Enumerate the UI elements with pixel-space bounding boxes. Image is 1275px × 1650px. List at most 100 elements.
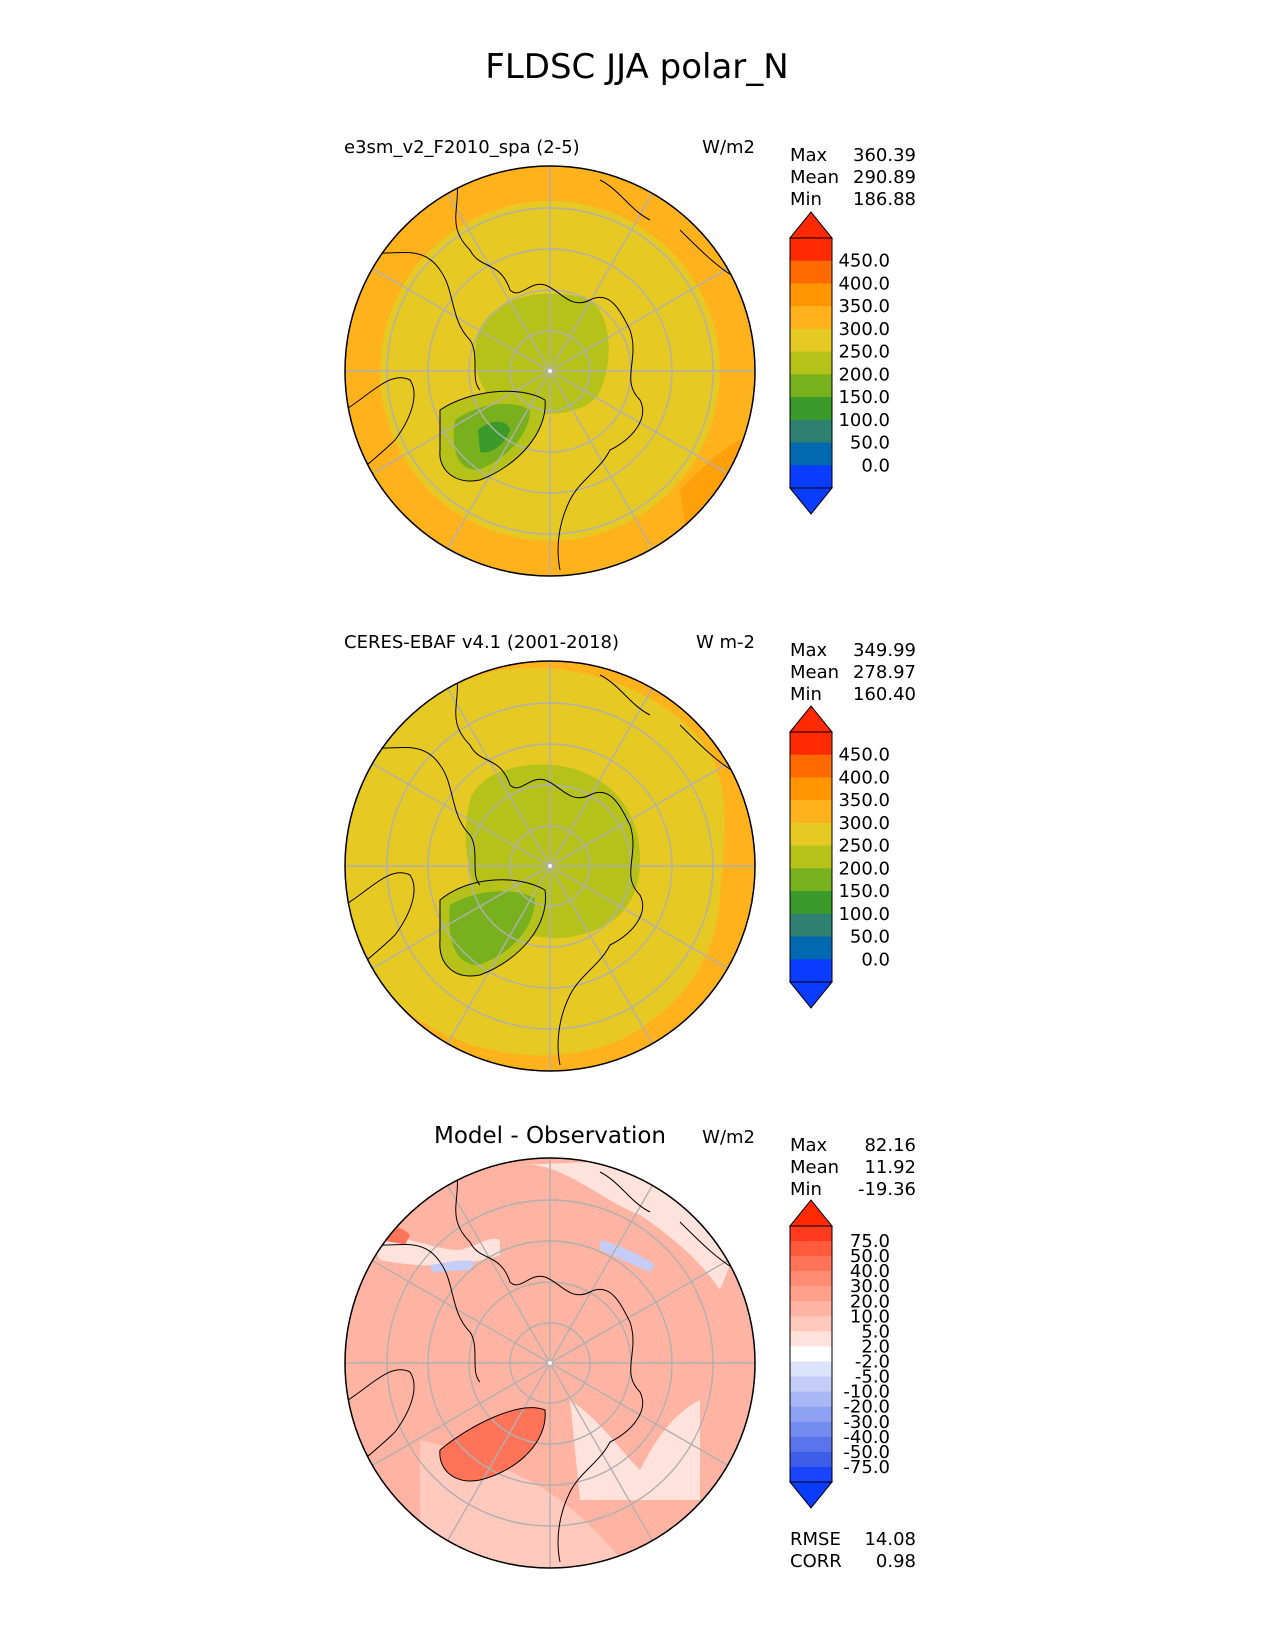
stat-label: Mean <box>790 1157 839 1178</box>
colorbar-swatch <box>790 238 832 262</box>
colorbar-swatch <box>790 936 832 960</box>
colorbar-tick-label: 0.0 <box>861 949 890 970</box>
map-diff-negative-patch <box>600 1240 655 1272</box>
colorbar-swatch <box>790 260 832 284</box>
panel-model-left-title: e3sm_v2_F2010_spa (2-5) <box>344 137 580 158</box>
stat-label: Max <box>790 145 828 166</box>
colorbar-tick-label: 400.0 <box>838 273 890 294</box>
stats-obs: Max 349.99 Mean 278.97 Min 160.40 <box>790 640 916 705</box>
colorbar-swatch <box>790 1376 832 1393</box>
colorbar-tick-label: 150.0 <box>838 387 890 408</box>
colorbar-diff: 75.050.040.030.020.010.05.02.0-2.0-5.0-1… <box>788 1199 890 1509</box>
colorbar-swatch <box>790 868 832 892</box>
polar-map-diff <box>344 1157 756 1569</box>
colorbar-tick-label: -75.0 <box>843 1457 890 1478</box>
colorbar-swatch <box>790 1421 832 1438</box>
stat-value: 186.88 <box>853 189 916 210</box>
map-boundary <box>344 660 756 1072</box>
map-greenland-core <box>478 421 510 453</box>
colorbar-tick-label: 350.0 <box>838 790 890 811</box>
colorbar-swatch <box>790 777 832 801</box>
colorbar-swatch <box>790 800 832 824</box>
colorbar-swatch <box>790 1271 832 1287</box>
colorbar-tick-label: 150.0 <box>838 881 890 902</box>
colorbar-swatch <box>790 397 832 421</box>
stats-diff: Max 82.16 Mean 11.92 Min -19.36 RMSE 14.… <box>790 1135 916 1572</box>
colorbar-tick-label: -5.0 <box>855 1367 890 1388</box>
stat-label: Mean <box>790 167 839 188</box>
panel-obs-units: W m-2 <box>696 632 755 653</box>
colorbar-swatch <box>790 732 832 756</box>
colorbar-tick-label: 250.0 <box>838 342 890 363</box>
polar-map-model <box>344 165 756 577</box>
map-arctic-ocean <box>475 293 609 415</box>
colorbar-extend-bottom <box>788 487 834 515</box>
colorbar-tick-label: 300.0 <box>838 319 890 340</box>
colorbar-frame <box>789 1225 833 1483</box>
colorbar-swatch <box>790 1436 832 1453</box>
colorbar-swatch <box>790 283 832 307</box>
colorbar-tick-label: 0.0 <box>861 455 890 476</box>
colorbar-swatch <box>790 959 832 983</box>
colorbar-swatch <box>790 913 832 938</box>
colorbar-tick-label: 20.0 <box>850 1291 890 1312</box>
stat-value: 11.92 <box>864 1157 916 1178</box>
panel-obs-left-title: CERES-EBAF v4.1 (2001-2018) <box>344 632 619 653</box>
panel-obs: CERES-EBAF v4.1 (2001-2018) W m-2 <box>344 632 916 1072</box>
colorbar-tick-label: -2.0 <box>855 1352 890 1373</box>
stat-value: 14.08 <box>864 1529 916 1550</box>
stat-label: Min <box>790 189 822 210</box>
colorbar-swatch <box>790 754 832 778</box>
colorbar-swatch <box>790 1391 832 1408</box>
stats-model: Max 360.39 Mean 290.89 Min 186.88 <box>790 145 916 210</box>
colorbar-swatch <box>790 442 832 466</box>
colorbar-model: 450.0400.0350.0300.0250.0200.0150.0100.0… <box>788 211 890 515</box>
panel-diff-units: W/m2 <box>702 1127 755 1148</box>
colorbar-extend-bottom <box>788 981 834 1009</box>
stat-value: 278.97 <box>853 662 916 683</box>
stat-label: Min <box>790 1179 822 1200</box>
colorbar-swatch <box>790 328 832 353</box>
colorbar-swatch <box>790 1316 832 1332</box>
stat-label: CORR <box>790 1551 842 1572</box>
colorbar-frame <box>789 731 833 983</box>
north-pole-marker <box>548 369 552 373</box>
colorbar-tick-label: 30.0 <box>850 1276 890 1297</box>
colorbar-swatch <box>790 1301 832 1317</box>
stat-value: 0.98 <box>876 1551 916 1572</box>
figure-title: FLDSC JJA polar_N <box>485 47 788 87</box>
stat-label: RMSE <box>790 1529 841 1550</box>
map-coastlines <box>345 166 741 571</box>
colorbar-swatch <box>790 1466 832 1483</box>
stat-value: 160.40 <box>853 684 916 705</box>
colorbar-tick-label: 350.0 <box>838 296 890 317</box>
colorbar-extend-top <box>788 211 834 239</box>
colorbar-swatch <box>790 1451 832 1468</box>
stat-value: 349.99 <box>853 640 916 661</box>
colorbar-tick-label: 400.0 <box>838 767 890 788</box>
map-boundary <box>344 165 756 577</box>
colorbar-tick-label: 300.0 <box>838 813 890 834</box>
stat-value: 82.16 <box>864 1135 916 1156</box>
stat-label: Min <box>790 684 822 705</box>
colorbar-tick-label: 10.0 <box>850 1306 890 1327</box>
colorbar-swatch <box>790 465 832 489</box>
north-pole-marker <box>548 864 552 868</box>
colorbar-tick-label: 450.0 <box>838 251 890 272</box>
colorbar-tick-label: -40.0 <box>843 1427 890 1448</box>
colorbar-tick-label: 100.0 <box>838 904 890 925</box>
colorbar-extend-bottom <box>788 1481 834 1509</box>
colorbar-swatch <box>790 822 832 847</box>
colorbar-swatch <box>790 845 832 869</box>
colorbar-swatch <box>790 351 832 375</box>
panel-model-units: W/m2 <box>702 137 755 158</box>
panel-model: e3sm_v2_F2010_spa (2-5) W/m2 <box>344 137 916 577</box>
map-greenland <box>449 891 535 965</box>
colorbar-tick-label: 5.0 <box>861 1321 890 1342</box>
colorbar-tick-label: 250.0 <box>838 836 890 857</box>
colorbar-swatch <box>790 1361 832 1378</box>
colorbar-tick-label: 100.0 <box>838 410 890 431</box>
north-pole-marker <box>548 1361 552 1365</box>
colorbar-tick-label: -10.0 <box>843 1382 890 1403</box>
